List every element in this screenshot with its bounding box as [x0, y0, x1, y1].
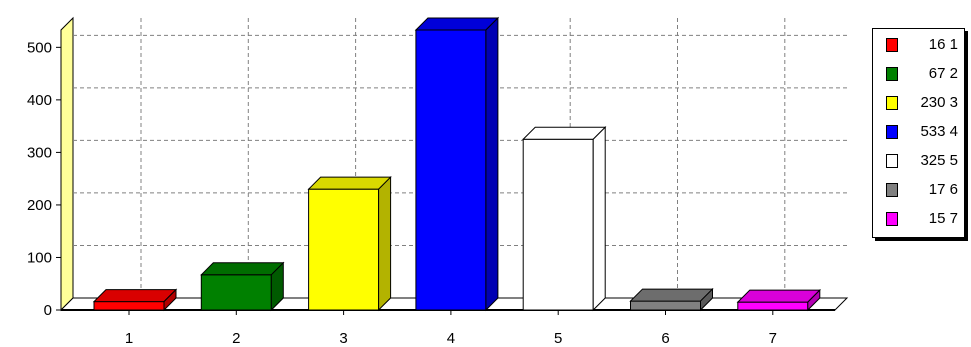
legend-swatch [886, 183, 898, 197]
y-tick-label: 400 [27, 92, 52, 109]
legend-item: 230 3 [873, 91, 964, 115]
bar-1-side [163, 288, 177, 312]
y-tick-label: 500 [27, 39, 52, 56]
bar-2-side [270, 261, 284, 312]
legend-swatch [886, 96, 898, 110]
legend-label: 533 4 [920, 123, 958, 140]
x-tick-label-3: 3 [339, 330, 347, 347]
x-tick-label-2: 2 [232, 330, 240, 347]
legend-swatch [886, 67, 898, 81]
bar-1-top [92, 289, 178, 303]
bar-7-top [736, 289, 822, 303]
bar-5-top [521, 126, 607, 140]
legend-item: 16 1 [873, 33, 964, 57]
legend-label: 15 7 [928, 210, 958, 227]
legend-item: 17 6 [873, 178, 964, 202]
y-tick-label: 200 [27, 197, 52, 214]
bar-6-top [629, 288, 714, 302]
y-tick-label: 0 [44, 302, 52, 319]
y-tick-label: 100 [27, 249, 52, 266]
bar-5-front [522, 138, 594, 311]
bar-4-side [485, 16, 499, 312]
legend-swatch [886, 212, 898, 226]
bar-3-front [308, 188, 380, 311]
legend-item: 325 5 [873, 149, 964, 173]
bar-6-side [700, 287, 713, 312]
legend-label: 67 2 [928, 65, 958, 82]
bar-4-front [415, 29, 487, 311]
back-wall-side [60, 16, 74, 312]
x-tick-label-5: 5 [554, 330, 562, 347]
legend-item: 15 7 [873, 207, 964, 231]
legend-label: 325 5 [920, 152, 958, 169]
x-tick-label-6: 6 [661, 330, 669, 347]
legend-label: 230 3 [920, 94, 958, 111]
x-tick-label-1: 1 [125, 330, 133, 347]
legend-swatch [886, 154, 898, 168]
legend-item: 533 4 [873, 120, 964, 144]
bar-3-top [307, 176, 392, 190]
legend: 16 1 67 2 230 3 533 4 325 5 17 6 15 7 [872, 28, 965, 238]
legend-swatch [886, 38, 898, 52]
bar-1-front [93, 301, 165, 311]
legend-item: 67 2 [873, 62, 964, 86]
bar-chart: 0 100 200 300 400 500 1 2 3 4 5 6 7 [27, 16, 850, 347]
bar-3-side [378, 175, 392, 312]
bar-6-front [630, 300, 701, 311]
bar-5-side [592, 126, 606, 312]
bar-2-top [200, 262, 285, 276]
x-tick-label-4: 4 [447, 330, 455, 347]
legend-label: 17 6 [928, 181, 958, 198]
bar-7-side [807, 288, 821, 312]
x-tick-label-7: 7 [769, 330, 777, 347]
legend-swatch [886, 125, 898, 139]
y-tick-label: 300 [27, 144, 52, 161]
bar-7-front [737, 301, 809, 311]
legend-label: 16 1 [928, 36, 958, 53]
bar-2-front [200, 274, 272, 311]
bar-4-top [414, 17, 500, 31]
